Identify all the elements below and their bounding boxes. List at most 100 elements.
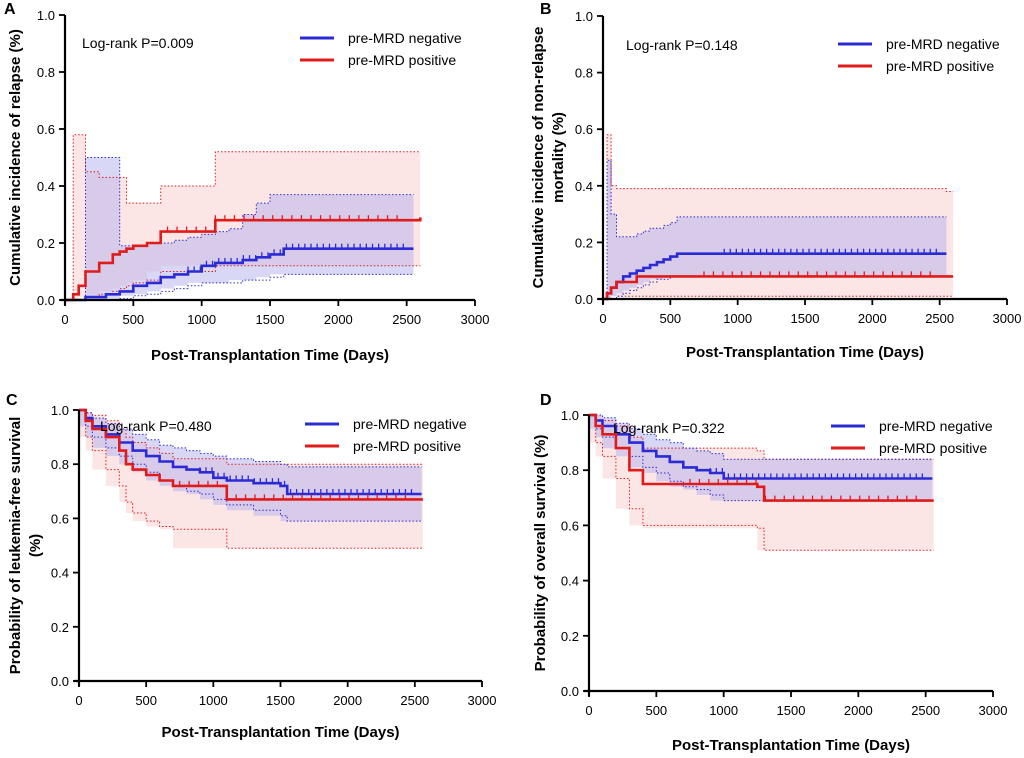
logrank-annotation: Log-rank P=0.148: [626, 37, 738, 53]
x-tick-label: 3000: [468, 693, 497, 708]
x-axis-title: Post-Transplantation Time (Days): [161, 724, 399, 741]
y-tick-label: 1.0: [575, 9, 593, 24]
x-tick-label: 1000: [723, 311, 752, 326]
panel-letter: A: [4, 1, 16, 18]
y-tick-label: 0.8: [575, 66, 593, 81]
chart-panel-b: 0 500 1000 1500 2000 2500 3000 0.0 0.2 0.4 0.6 0.8 1…: [530, 1, 1021, 361]
x-tick-label: 2000: [844, 703, 873, 718]
x-tick-label: 1000: [709, 703, 738, 718]
x-tick-label: 2500: [911, 703, 940, 718]
y-tick-label: 0.4: [37, 179, 55, 194]
ci-ci-lower-positive: [79, 409, 423, 549]
panel-letter: C: [6, 392, 18, 409]
panel-letter: D: [540, 392, 552, 409]
y-axis-title-line: Probability of leukemia-free survival: [7, 417, 24, 675]
y-axis-title: Cumulative incidence of relapse (%): [7, 29, 24, 286]
x-tick-label: 1500: [777, 703, 806, 718]
y-axis-title-line: Cumulative incidence of relapse (%): [7, 29, 24, 286]
x-tick-label: 1500: [256, 312, 285, 327]
series-line-negative: [65, 247, 414, 302]
logrank-annotation: Log-rank P=0.009: [82, 35, 194, 51]
logrank-annotation: Log-rank P=0.480: [100, 418, 212, 434]
series-line-positive: [79, 408, 423, 501]
ci-ci-upper-negative: [79, 409, 422, 468]
legend-label-negative: pre-MRD negative: [353, 416, 467, 432]
y-tick-label: 0.2: [51, 620, 69, 635]
x-tick-label: 3000: [979, 703, 1008, 718]
panel-letter: B: [540, 1, 552, 18]
x-tick-label: 1500: [266, 693, 295, 708]
series-line-positive: [603, 275, 954, 301]
y-tick-label: 0.6: [561, 518, 579, 533]
legend-label-negative: pre-MRD negative: [348, 30, 462, 46]
y-tick-label: 0.0: [37, 293, 55, 308]
y-axis-title-line: (%): [27, 534, 44, 557]
x-tick-label: 500: [122, 312, 144, 327]
y-tick-label: 0.0: [575, 292, 593, 307]
y-tick-label: 0.4: [51, 566, 69, 581]
y-tick-label: 0.8: [51, 457, 69, 472]
x-tick-label: 2500: [392, 312, 421, 327]
x-tick-label: 0: [599, 311, 606, 326]
ci-band-negative: [603, 160, 947, 299]
ci-ci-lower-negative: [589, 414, 933, 502]
legend-label-positive: pre-MRD positive: [886, 58, 994, 74]
x-tick-label: 2500: [400, 693, 429, 708]
y-tick-label: 0.6: [37, 122, 55, 137]
x-axis-title: Post-Transplantation Time (Days): [672, 737, 910, 754]
y-axis-title-line: mortality (%): [550, 112, 567, 203]
x-axis-title: Post-Transplantation Time (Days): [686, 344, 924, 361]
y-axis-title: Probability of leukemia-free survival (%): [7, 417, 44, 675]
chart-panel-a: 0 500 1000 1500 2000 2500 3000 0.0 0.2 0.4 0.6 0.8 1…: [4, 1, 489, 364]
ci-ci-upper-negative: [589, 414, 933, 460]
y-tick-label: 0.6: [51, 511, 69, 526]
y-tick-label: 1.0: [51, 403, 69, 418]
ci-ci-upper-negative: [603, 159, 947, 300]
x-tick-label: 3000: [993, 311, 1022, 326]
x-tick-label: 0: [61, 312, 68, 327]
x-tick-label: 0: [75, 693, 82, 708]
ci-ci-upper-negative: [65, 157, 414, 301]
y-tick-label: 0.4: [575, 179, 593, 194]
logrank-annotation: Log-rank P=0.322: [613, 420, 725, 436]
y-tick-label: 0.8: [561, 463, 579, 478]
y-tick-label: 1.0: [561, 408, 579, 423]
x-tick-label: 1000: [199, 693, 228, 708]
legend-label-positive: pre-MRD positive: [879, 440, 987, 456]
y-tick-label: 0.2: [37, 236, 55, 251]
y-tick-label: 0.0: [51, 674, 69, 689]
ci-band-negative: [65, 157, 414, 300]
series-line-negative: [79, 408, 422, 496]
x-tick-label: 1500: [791, 311, 820, 326]
x-tick-label: 500: [135, 693, 157, 708]
y-tick-label: 1.0: [37, 8, 55, 23]
x-axis-title: Post-Transplantation Time (Days): [151, 347, 389, 364]
x-tick-label: 2000: [333, 693, 362, 708]
x-tick-label: 2000: [858, 311, 887, 326]
y-tick-label: 0.2: [561, 629, 579, 644]
y-tick-label: 0.8: [37, 65, 55, 80]
legend-label-negative: pre-MRD negative: [879, 418, 993, 434]
ci-ci-lower-negative: [79, 409, 422, 522]
legend-label-positive: pre-MRD positive: [353, 438, 461, 454]
ci-ci-lower-positive: [589, 414, 934, 551]
chart-panel-c: 0 500 1000 1500 2000 2500 3000 0.0 0.2 0.4 0.6 0.8 1…: [6, 392, 496, 741]
series-line-positive: [589, 413, 934, 502]
y-tick-label: 0.0: [561, 684, 579, 699]
x-tick-label: 0: [585, 703, 592, 718]
x-tick-label: 1000: [187, 312, 216, 327]
chart-panel-d: 0 500 1000 1500 2000 2500 3000 0.0 0.2 0.4 0.6 0.8 1…: [532, 392, 1007, 754]
ci-ci-lower-negative: [603, 275, 947, 300]
x-tick-label: 3000: [461, 312, 490, 327]
y-axis-title: Cumulative incidence of non-relapse morta…: [530, 27, 567, 289]
x-tick-label: 2000: [324, 312, 353, 327]
legend-label-positive: pre-MRD positive: [348, 52, 456, 68]
legend-label-negative: pre-MRD negative: [886, 36, 1000, 52]
y-tick-label: 0.6: [575, 122, 593, 137]
ci-ci-upper-positive: [65, 134, 421, 301]
y-axis-title: Probability of overall survival (%): [532, 435, 549, 672]
y-tick-label: 0.2: [575, 235, 593, 250]
x-tick-label: 500: [659, 311, 681, 326]
x-tick-label: 500: [645, 703, 667, 718]
